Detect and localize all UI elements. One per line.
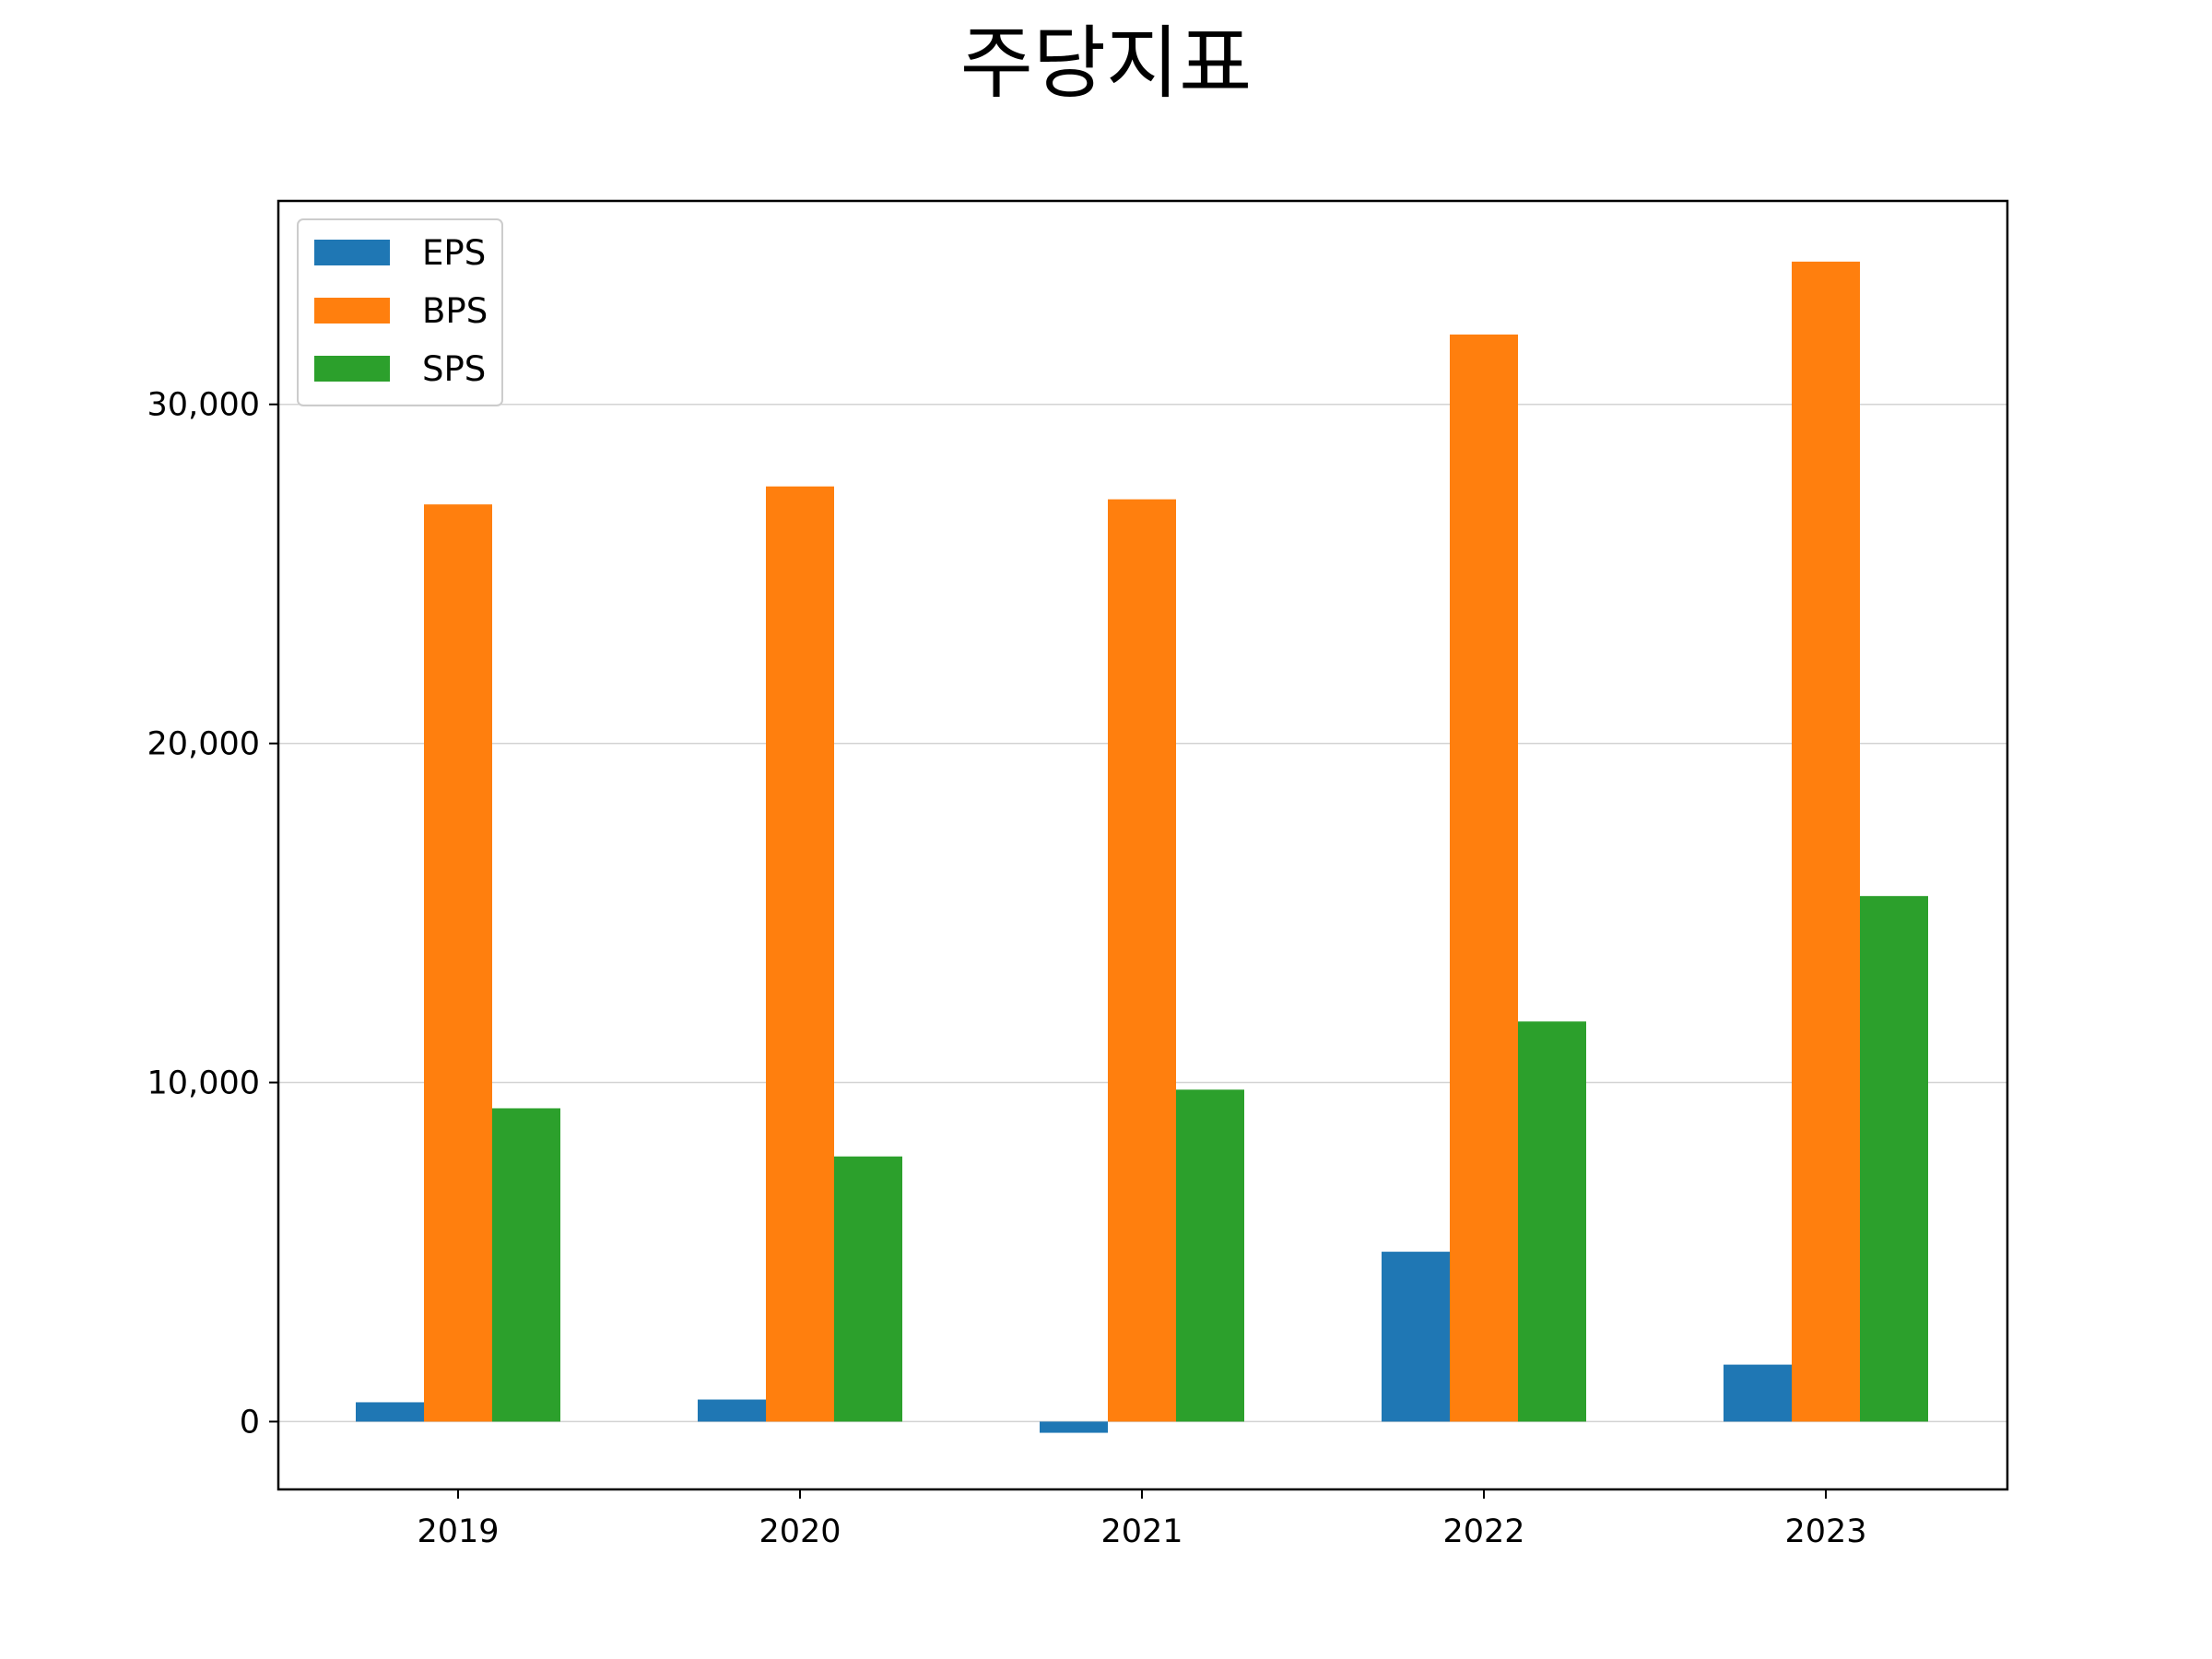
y-tick-label: 30,000 (147, 387, 260, 424)
bar-eps-2022 (1382, 1252, 1450, 1422)
y-tick-label: 10,000 (147, 1065, 260, 1102)
legend: EPS BPS SPS (297, 218, 503, 406)
axes: 0 10,000 20,000 30,000 2019 2020 2021 2022 2023 (147, 387, 1867, 1550)
x-tick-label: 2020 (759, 1513, 841, 1550)
bar-eps-2019 (356, 1402, 424, 1422)
legend-swatch-bps (314, 298, 390, 324)
bar-bps-2020 (766, 486, 834, 1422)
bar-sps-2023 (1860, 896, 1928, 1422)
bar-sps-2020 (834, 1156, 902, 1422)
bar-bps-2019 (424, 504, 492, 1422)
legend-label-eps: EPS (422, 233, 486, 273)
legend-label-bps: BPS (422, 291, 488, 331)
x-tick-label: 2022 (1442, 1513, 1524, 1550)
bar-eps-2021 (1040, 1421, 1108, 1433)
bar-sps-2021 (1176, 1089, 1244, 1422)
legend-swatch-sps (314, 356, 390, 382)
x-tick-label: 2019 (417, 1513, 499, 1550)
x-tick-label: 2021 (1100, 1513, 1182, 1550)
legend-label-sps: SPS (422, 349, 486, 389)
legend-swatch-eps (314, 240, 390, 265)
bar-bps-2023 (1792, 261, 1860, 1422)
bar-sps-2022 (1518, 1021, 1586, 1422)
y-tick-label: 20,000 (147, 726, 260, 763)
bar-eps-2023 (1724, 1364, 1792, 1422)
bar-sps-2019 (492, 1108, 560, 1422)
bar-bps-2022 (1450, 334, 1518, 1422)
chart-title: 주당지표 (959, 18, 1253, 110)
y-tick-label: 0 (240, 1404, 260, 1441)
x-tick-label: 2023 (1784, 1513, 1866, 1550)
bars (356, 261, 1928, 1433)
bar-bps-2021 (1108, 499, 1176, 1422)
bar-eps-2020 (698, 1399, 766, 1422)
